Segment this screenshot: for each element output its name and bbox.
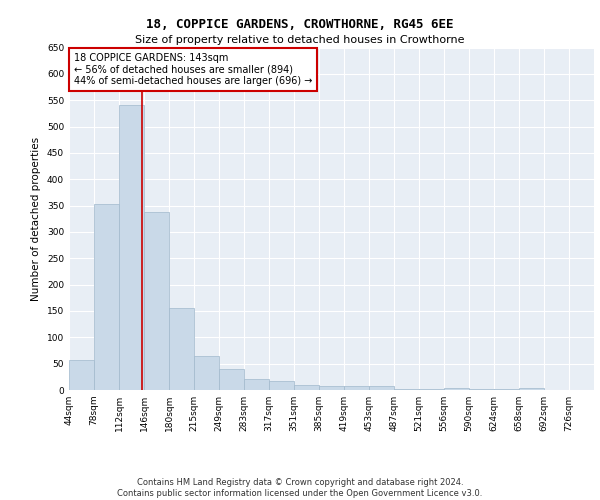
Bar bbox=[319, 386, 344, 390]
Bar bbox=[169, 308, 194, 390]
Bar bbox=[244, 380, 269, 390]
Bar bbox=[344, 386, 369, 390]
Text: Contains HM Land Registry data © Crown copyright and database right 2024.
Contai: Contains HM Land Registry data © Crown c… bbox=[118, 478, 482, 498]
Bar bbox=[269, 380, 294, 390]
Bar bbox=[369, 386, 394, 390]
Bar bbox=[69, 360, 94, 390]
Bar bbox=[119, 106, 144, 390]
Bar bbox=[144, 212, 169, 390]
Bar bbox=[219, 369, 244, 390]
Bar bbox=[194, 356, 219, 390]
Bar bbox=[294, 384, 319, 390]
Bar bbox=[519, 388, 544, 390]
Text: 18 COPPICE GARDENS: 143sqm
← 56% of detached houses are smaller (894)
44% of sem: 18 COPPICE GARDENS: 143sqm ← 56% of deta… bbox=[74, 52, 313, 86]
Bar bbox=[444, 388, 469, 390]
Bar bbox=[94, 204, 119, 390]
Text: 18, COPPICE GARDENS, CROWTHORNE, RG45 6EE: 18, COPPICE GARDENS, CROWTHORNE, RG45 6E… bbox=[146, 18, 454, 30]
Text: Size of property relative to detached houses in Crowthorne: Size of property relative to detached ho… bbox=[135, 35, 465, 45]
Y-axis label: Number of detached properties: Number of detached properties bbox=[31, 136, 41, 301]
